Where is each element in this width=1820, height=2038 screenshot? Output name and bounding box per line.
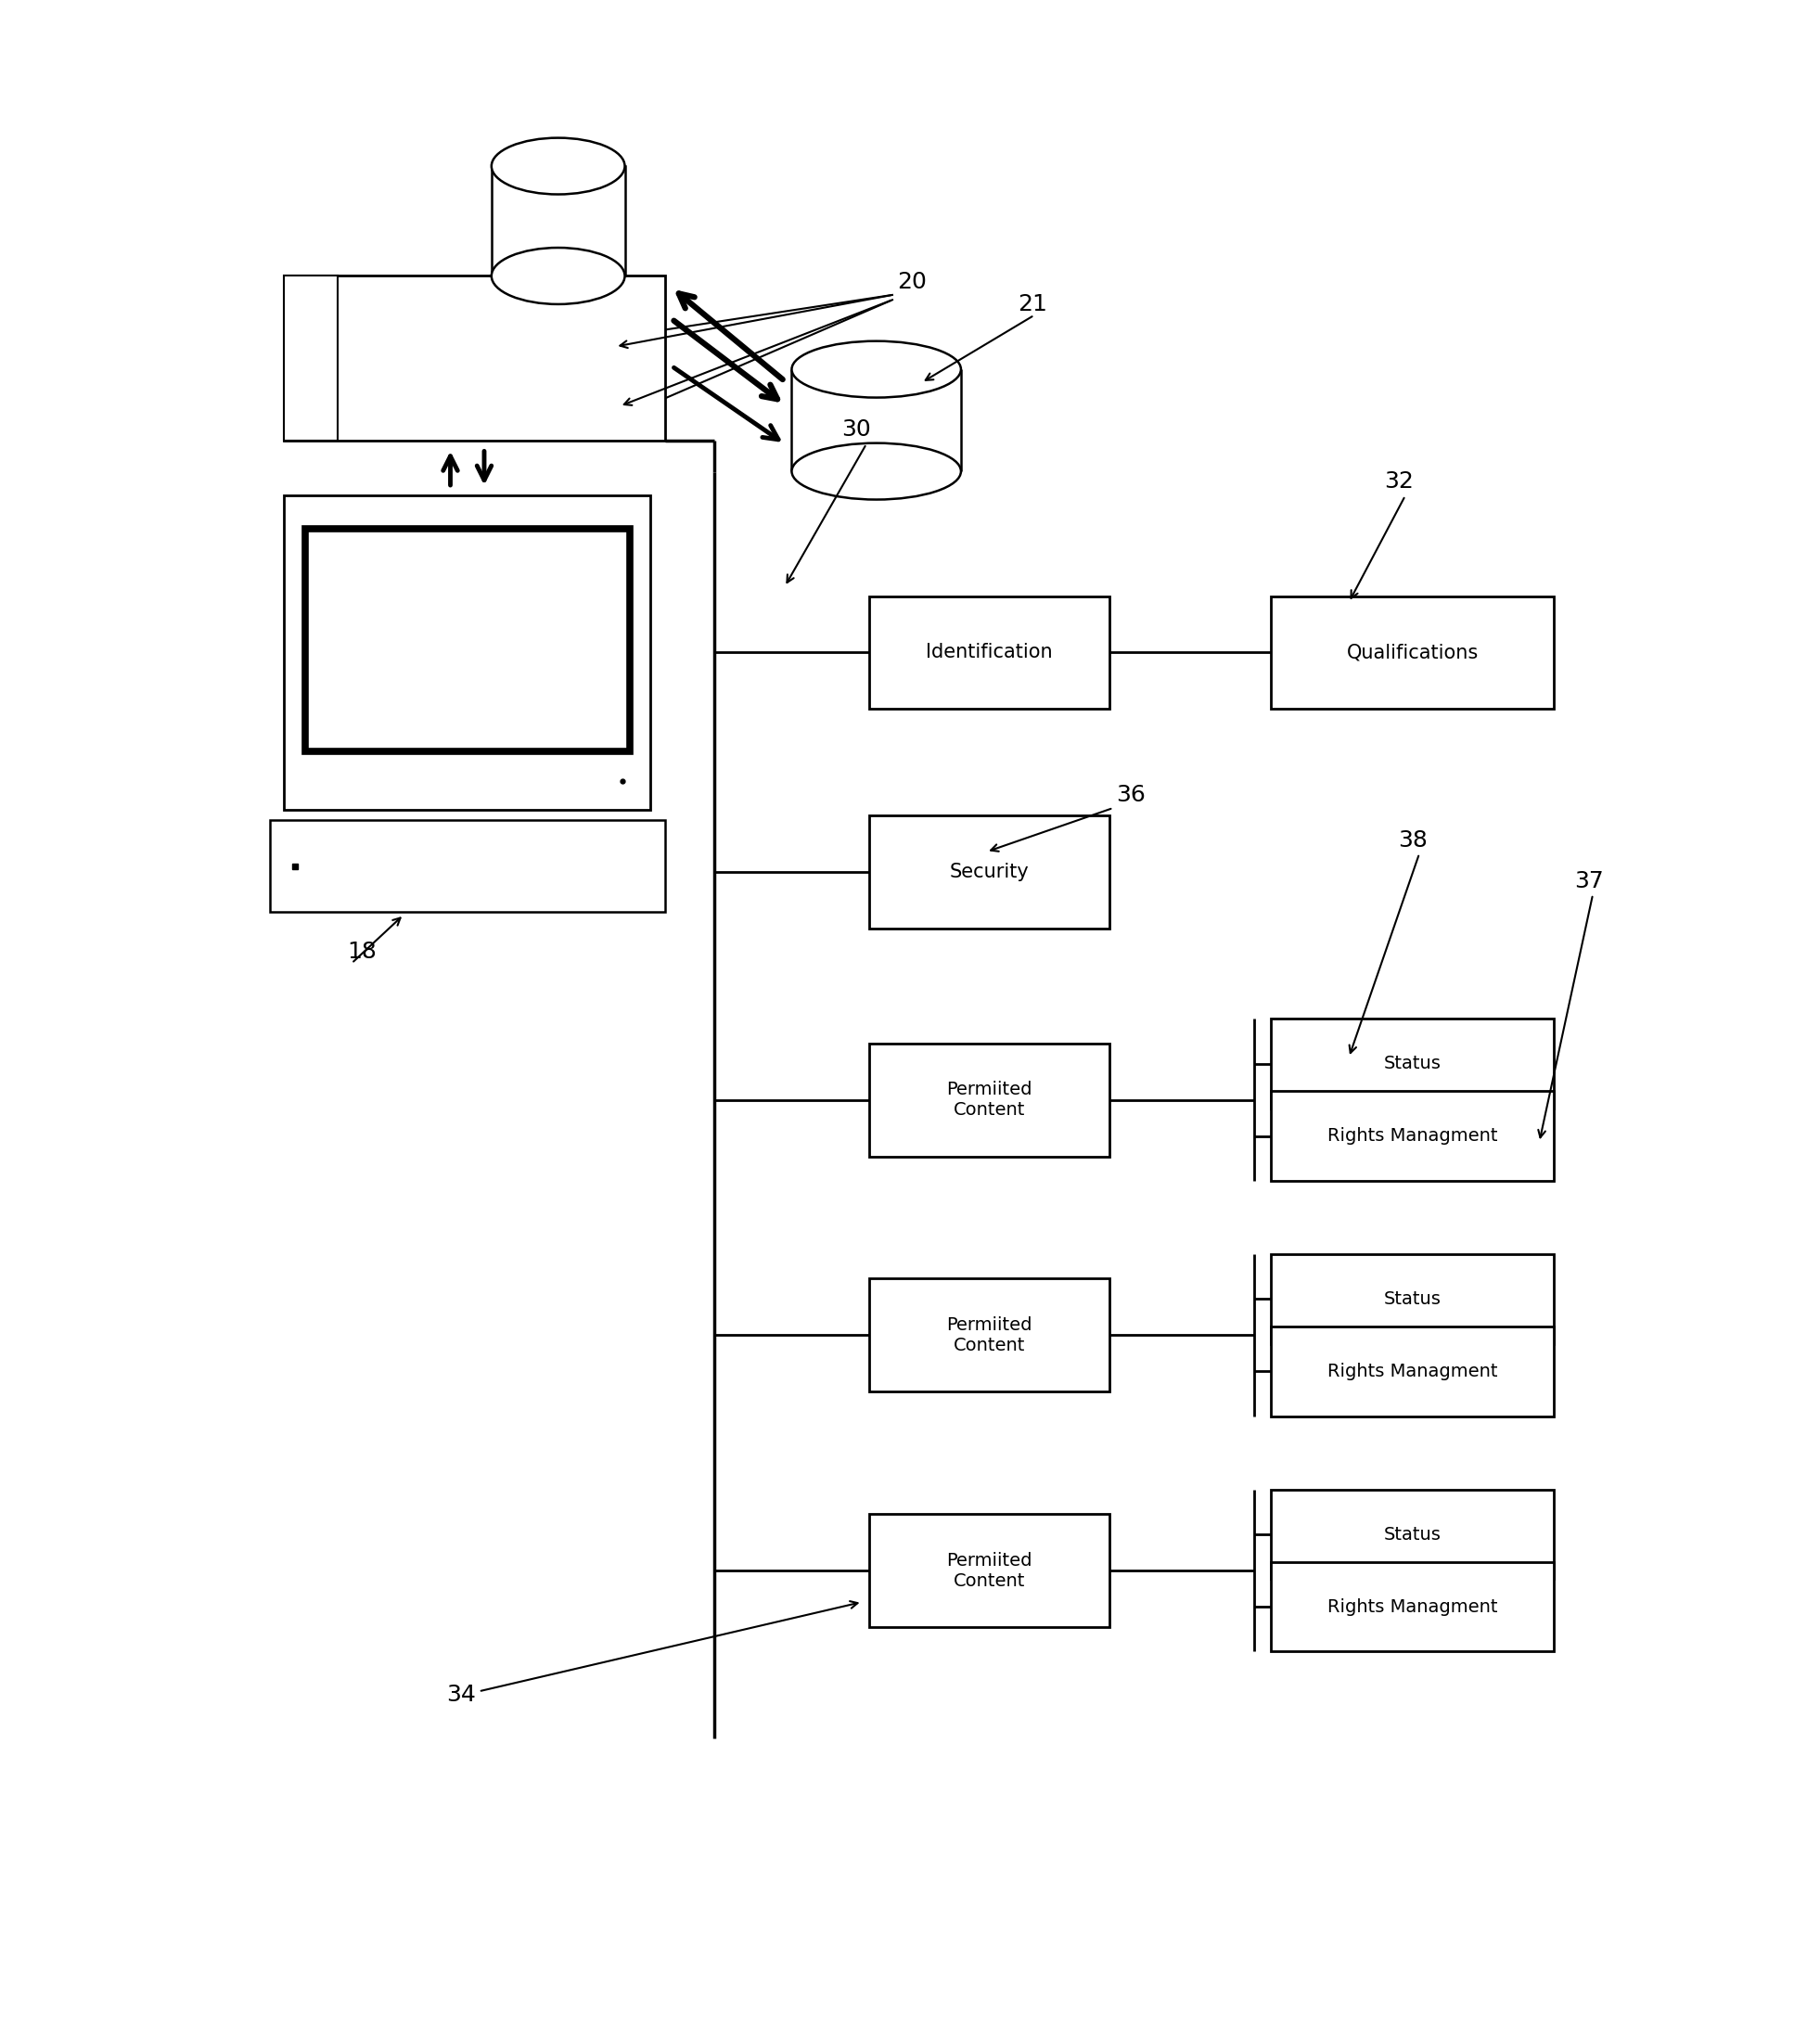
Text: Security: Security (950, 862, 1028, 882)
Bar (491, 167, 624, 275)
Text: 30: 30 (841, 418, 870, 440)
Text: Status: Status (1383, 1290, 1441, 1308)
Bar (284, 275, 337, 440)
Bar (870, 815, 1108, 929)
Text: Rights Managment: Rights Managment (1327, 1598, 1498, 1616)
Bar (1270, 1490, 1552, 1579)
Text: 18: 18 (348, 942, 377, 964)
Text: Permiited
Content: Permiited Content (946, 1317, 1032, 1353)
Ellipse shape (491, 249, 624, 304)
Text: 38: 38 (1398, 829, 1427, 852)
Bar (1270, 595, 1552, 709)
Bar (870, 1514, 1108, 1626)
Bar (1270, 1561, 1552, 1651)
Bar (269, 821, 664, 911)
Text: Identification: Identification (926, 644, 1052, 662)
Text: Status: Status (1383, 1056, 1441, 1072)
Text: 20: 20 (897, 271, 926, 293)
Bar (1270, 1253, 1552, 1343)
Text: Rights Managment: Rights Managment (1327, 1127, 1498, 1145)
Bar (284, 275, 664, 440)
Ellipse shape (491, 139, 624, 194)
Text: Permiited
Content: Permiited Content (946, 1551, 1032, 1590)
Text: Qualifications: Qualifications (1347, 644, 1478, 662)
Ellipse shape (792, 442, 961, 499)
Text: Permiited
Content: Permiited Content (946, 1080, 1032, 1119)
Bar (306, 528, 630, 752)
Text: Rights Managment: Rights Managment (1327, 1363, 1498, 1380)
Bar (1270, 1090, 1552, 1180)
Text: Status: Status (1383, 1526, 1441, 1543)
Bar (1270, 1019, 1552, 1109)
Bar (870, 595, 1108, 709)
Text: 21: 21 (1017, 293, 1046, 316)
Ellipse shape (792, 340, 961, 397)
Bar (870, 1043, 1108, 1156)
Text: 34: 34 (446, 1683, 475, 1706)
Bar (284, 495, 652, 809)
Bar (1270, 1327, 1552, 1416)
Bar (870, 1278, 1108, 1392)
Text: 32: 32 (1383, 471, 1414, 493)
Text: 36: 36 (1116, 785, 1145, 807)
Text: 37: 37 (1574, 870, 1603, 893)
